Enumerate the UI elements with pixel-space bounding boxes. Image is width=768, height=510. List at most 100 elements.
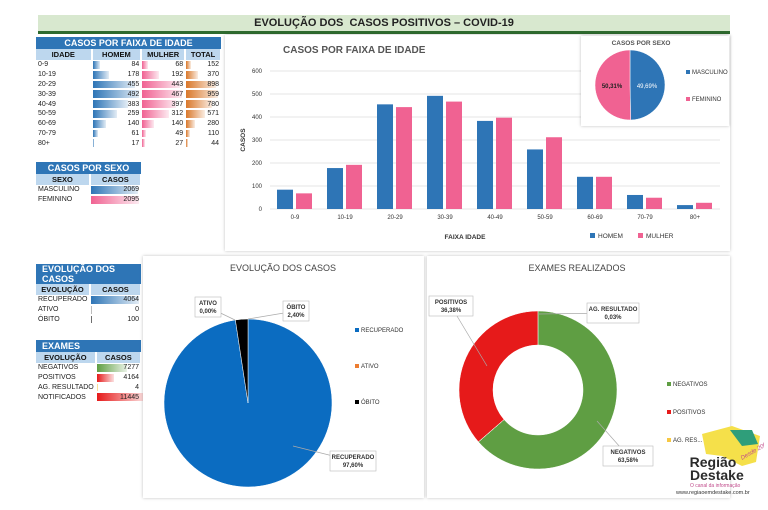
row-label: 60-69: [38, 120, 56, 128]
cell-value: 61: [131, 129, 140, 137]
negativos-label-name: NEGATIVOS: [611, 450, 646, 456]
data-bar: [142, 61, 149, 69]
data-bar: [92, 119, 106, 128]
data-bar: [186, 109, 206, 118]
x-tick-label: 20-29: [387, 215, 403, 221]
cell-value: 140: [127, 120, 140, 128]
table-title: CASOS POR FAIXA DE IDADE: [36, 37, 221, 49]
cell-value: 259: [127, 110, 140, 118]
data-bar: [90, 315, 93, 324]
bar-homem: [677, 205, 693, 209]
sex-pie-chart: CASOS POR SEXO 49,69% 50,31% MASCULINO FEMIN…: [594, 40, 728, 121]
legend-label: MULHER: [646, 233, 674, 240]
value-cell: 898: [185, 80, 221, 90]
data-bar: [142, 119, 155, 128]
y-axis-label-group: CASOS: [240, 128, 247, 152]
data-bar: [92, 90, 139, 99]
x-tick-label: 50-59: [537, 215, 553, 221]
x-tick-label: 70-79: [637, 215, 653, 221]
value-cell: 4164: [96, 373, 141, 383]
x-tick-label: 10-19: [337, 215, 353, 221]
value-cell: 280: [185, 119, 221, 129]
value-cell: 140: [141, 119, 185, 129]
ag-resultado-label-value: 0,03%: [604, 315, 622, 321]
legend-swatch: [667, 382, 671, 386]
slice-masculino: [629, 49, 666, 121]
table-title: CASOS POR SEXO: [36, 162, 141, 174]
value-cell: 370: [185, 70, 221, 80]
table-row: ATIVO 0: [36, 305, 141, 315]
table-row: 80+ 17 27 44: [36, 138, 221, 148]
legend-swatch: [355, 364, 359, 368]
table-row: 50-59 259 312 571: [36, 109, 221, 119]
legend-label: HOMEM: [598, 233, 623, 240]
table-row: ÓBITO 100: [36, 315, 141, 325]
table-row: NOTIFICADOS 11445: [36, 392, 145, 402]
data-bar: [142, 100, 177, 108]
table-row: 0-9 84 68 152: [36, 60, 221, 70]
row-label: POSITIVOS: [38, 374, 76, 382]
bar-mulher: [296, 193, 312, 209]
y-tick-label: 600: [252, 69, 263, 75]
table-row: 60-69 140 140 280: [36, 119, 221, 129]
cell-value: 152: [207, 61, 219, 69]
row-label: 10-19: [38, 71, 56, 79]
legend-swatch: [686, 97, 690, 101]
x-tick-label: 40-49: [487, 215, 503, 221]
cell-value: 383: [127, 100, 140, 108]
value-cell: 178: [92, 70, 142, 80]
logo-url: www.regiaoemdestake.com.br: [676, 490, 750, 496]
data-label-box: [329, 450, 377, 472]
cell-value: 17: [131, 139, 140, 147]
cell-value: 140: [171, 120, 184, 128]
bar-mulher: [496, 117, 512, 209]
data-bar: [96, 383, 98, 392]
obito-label-value: 2,40%: [287, 313, 305, 319]
value-cell: 44: [185, 138, 221, 148]
slice-label-feminino: 50,31%: [602, 84, 623, 90]
row-label: NEGATIVOS: [38, 364, 79, 372]
data-bar: [186, 80, 217, 89]
cell-value: 780: [207, 100, 219, 108]
value-cell: 11445: [96, 392, 145, 402]
data-bar: [92, 61, 101, 69]
column-header: EVOLUÇÃO: [36, 352, 97, 363]
obito-label-name: ÓBITO: [287, 303, 306, 311]
table-row: AG. RESULTADO 4: [36, 383, 141, 393]
negativos-label-value: 63,58%: [618, 458, 639, 464]
table-row: 70-79 61 49 110: [36, 129, 221, 139]
value-cell: 443: [141, 80, 185, 90]
row-label: 20-29: [38, 80, 56, 88]
row-label: RECUPERADO: [38, 296, 88, 304]
value-cell: 455: [92, 80, 142, 90]
legend-swatch: [686, 70, 690, 74]
sex-pie-panel: CASOS POR SEXO 49,69% 50,31% MASCULINO FEMIN…: [581, 36, 729, 126]
row-label: AG. RESULTADO: [38, 383, 94, 391]
legend-swatch: [667, 410, 671, 414]
value-cell: 17: [92, 138, 142, 148]
legend-label: AG. RES...: [673, 438, 703, 444]
legend-swatch: [667, 438, 671, 442]
column-header: HOMEM: [91, 49, 143, 60]
data-bar: [92, 109, 117, 118]
data-bar: [142, 139, 145, 148]
data-bar: [142, 70, 159, 79]
value-cell: 61: [92, 129, 142, 139]
x-axis-label: FAIXA IDADE: [445, 234, 487, 241]
cell-value: 2069: [123, 186, 139, 194]
cell-value: 84: [131, 61, 140, 69]
data-label-box: [428, 295, 474, 317]
value-cell: 100: [90, 315, 141, 325]
logo-text: Região Destake: [682, 454, 744, 483]
value-cell: 4064: [90, 295, 141, 305]
bar-homem: [277, 189, 293, 209]
data-bar: [142, 129, 147, 138]
exams-donut-chart: EXAMES REALIZADOS POSITIVOS 36,38% AG. RESU…: [428, 263, 708, 470]
bar-mulher: [546, 137, 562, 209]
data-label-box: [586, 302, 640, 324]
data-bar: [92, 139, 95, 148]
legend-label: MASCULINO: [692, 70, 728, 76]
column-header: CASOS: [89, 284, 143, 295]
x-tick-label: 60-69: [587, 215, 603, 221]
faixa-table: CASOS POR FAIXA DE IDADE IDADE HOMEM MULHER…: [36, 37, 222, 148]
